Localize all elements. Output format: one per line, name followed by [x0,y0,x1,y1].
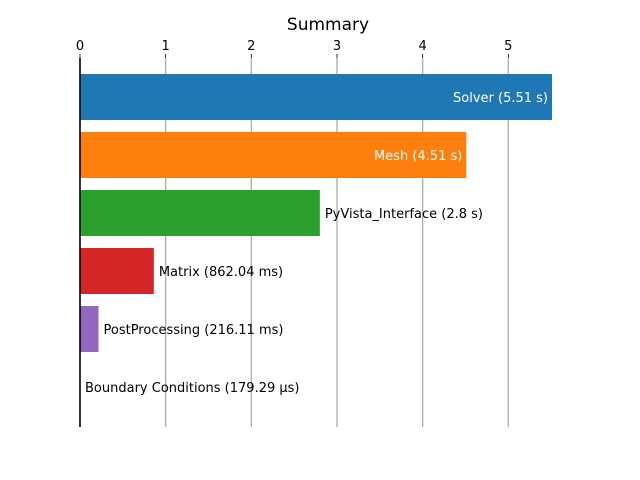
bar-mesh [80,132,467,178]
x-tick-label: 5 [504,39,512,54]
bar-label: Boundary Conditions (179.29 µs) [85,381,300,396]
bar-label: Solver (5.51 s) [453,91,548,106]
bar-labels: Solver (5.51 s) Mesh (4.51 s) PyVista_Inte… [85,91,548,396]
bar-matrix [80,248,154,294]
chart-title: Summary [287,15,369,35]
bar-label: Mesh (4.51 s) [374,149,462,164]
bar-label: PostProcessing (216.11 ms) [104,323,284,338]
bar-solver [80,74,552,120]
bar-label: Matrix (862.04 ms) [159,265,283,280]
bar-label: PyVista_Interface (2.8 s) [325,207,483,222]
bars [80,74,552,410]
x-tick-label: 4 [419,39,427,54]
x-tick-label: 0 [76,39,84,54]
x-tick-label: 2 [247,39,255,54]
x-tick-label: 1 [162,39,170,54]
x-tick-label: 3 [333,39,341,54]
bar-postprocessing [80,306,99,352]
bar-pyvista-interface [80,190,320,236]
x-axis-ticks: 0 1 2 3 4 5 [76,39,512,58]
